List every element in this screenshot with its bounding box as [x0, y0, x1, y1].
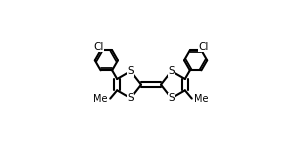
Text: S: S: [168, 66, 175, 76]
Text: S: S: [127, 93, 134, 103]
Text: Me: Me: [93, 94, 108, 104]
Text: Cl: Cl: [93, 42, 104, 51]
Text: Cl: Cl: [198, 42, 209, 51]
Text: S: S: [127, 66, 134, 76]
Text: Me: Me: [194, 94, 209, 104]
Text: S: S: [168, 93, 175, 103]
